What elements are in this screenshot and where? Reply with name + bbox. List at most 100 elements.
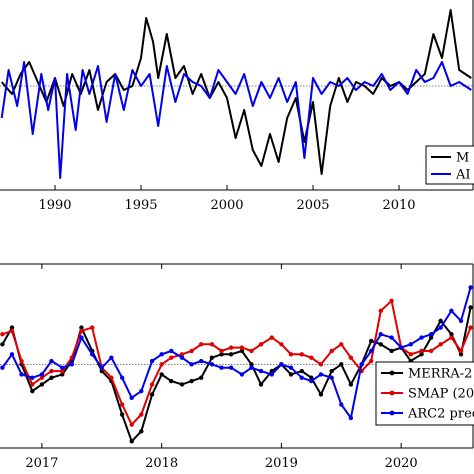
data-point bbox=[9, 328, 15, 334]
data-point bbox=[228, 352, 234, 357]
legend: M AI bbox=[425, 145, 474, 185]
data-point bbox=[359, 362, 364, 367]
data-point bbox=[90, 352, 95, 357]
data-point bbox=[189, 348, 194, 354]
data-point bbox=[329, 368, 334, 374]
data-point bbox=[129, 439, 134, 444]
data-point bbox=[149, 392, 155, 397]
data-point bbox=[428, 332, 434, 337]
x-tick-label: 2010 bbox=[382, 198, 415, 213]
data-point bbox=[329, 348, 334, 354]
data-point bbox=[449, 308, 454, 314]
data-point bbox=[139, 412, 144, 417]
legend-label: AI bbox=[455, 168, 471, 183]
data-point bbox=[318, 362, 324, 367]
data-point bbox=[449, 335, 454, 340]
data-point bbox=[198, 358, 204, 364]
x-tick-label: 2017 bbox=[25, 456, 58, 471]
data-point bbox=[109, 355, 114, 360]
data-point bbox=[309, 378, 314, 384]
x-tick-label: 2019 bbox=[265, 456, 298, 471]
data-point bbox=[69, 362, 75, 367]
data-point bbox=[318, 372, 324, 377]
data-point bbox=[139, 429, 144, 434]
data-point bbox=[0, 342, 5, 347]
data-point bbox=[339, 362, 344, 367]
data-point bbox=[179, 382, 185, 387]
data-point bbox=[389, 348, 394, 354]
data-point bbox=[209, 355, 215, 360]
data-point bbox=[9, 325, 15, 330]
data-point bbox=[458, 352, 464, 357]
data-point bbox=[468, 305, 473, 310]
series-line-0 bbox=[0, 9, 472, 175]
data-point bbox=[468, 325, 473, 330]
data-point bbox=[258, 368, 264, 374]
data-point bbox=[258, 342, 264, 347]
data-point bbox=[438, 318, 443, 324]
data-point bbox=[438, 325, 443, 330]
data-point bbox=[60, 372, 65, 377]
series-line-2 bbox=[1, 287, 472, 419]
data-point bbox=[458, 318, 464, 324]
data-point bbox=[0, 365, 5, 370]
data-point bbox=[119, 375, 125, 380]
data-point bbox=[60, 368, 65, 374]
data-point bbox=[279, 342, 284, 347]
data-point bbox=[90, 325, 95, 330]
data-point bbox=[129, 395, 134, 401]
series-line-1 bbox=[0, 61, 472, 179]
data-point bbox=[198, 342, 204, 347]
data-point bbox=[60, 365, 65, 370]
data-point bbox=[79, 335, 84, 340]
data-point bbox=[449, 332, 454, 337]
series-line-1 bbox=[2, 299, 472, 426]
data-point bbox=[39, 382, 45, 387]
data-point bbox=[468, 285, 473, 290]
data-point bbox=[139, 388, 144, 394]
data-point bbox=[99, 365, 104, 370]
data-point bbox=[159, 352, 164, 357]
data-point bbox=[49, 368, 54, 374]
x-tick-label: 2005 bbox=[296, 198, 329, 213]
data-point bbox=[438, 342, 443, 347]
data-point bbox=[378, 342, 383, 347]
data-point bbox=[209, 362, 215, 367]
data-point bbox=[79, 325, 84, 330]
data-point bbox=[198, 375, 204, 380]
data-point bbox=[39, 372, 45, 377]
data-point bbox=[348, 415, 354, 421]
data-point bbox=[179, 352, 185, 357]
data-point bbox=[419, 348, 424, 354]
legend-marker bbox=[389, 390, 395, 396]
data-point bbox=[299, 368, 304, 374]
data-point bbox=[109, 375, 114, 380]
data-point bbox=[408, 352, 413, 357]
legend-label: M bbox=[456, 151, 469, 166]
data-point bbox=[119, 412, 125, 417]
data-point bbox=[249, 362, 254, 367]
data-point bbox=[30, 388, 35, 394]
data-point bbox=[30, 375, 35, 380]
data-point bbox=[0, 332, 5, 337]
data-point bbox=[458, 348, 464, 354]
data-point bbox=[169, 355, 174, 360]
legend-label: MERRA-2 bbox=[408, 367, 472, 382]
data-point bbox=[339, 402, 344, 407]
data-point bbox=[228, 365, 234, 370]
data-point bbox=[258, 382, 264, 387]
x-tick-label: 2020 bbox=[385, 456, 418, 471]
top-time-series-panel: 1990 1995 2000 2005 2010 M AI bbox=[0, 0, 474, 213]
data-point bbox=[19, 358, 24, 364]
x-tick-label: 1995 bbox=[124, 198, 157, 213]
data-point bbox=[348, 382, 354, 387]
data-point bbox=[408, 342, 413, 347]
data-point bbox=[288, 352, 294, 357]
x-tick-label: 2018 bbox=[145, 456, 178, 471]
data-point bbox=[378, 332, 383, 337]
data-point bbox=[419, 352, 424, 357]
data-point bbox=[279, 362, 284, 367]
data-point bbox=[329, 375, 334, 380]
data-point bbox=[419, 335, 424, 340]
